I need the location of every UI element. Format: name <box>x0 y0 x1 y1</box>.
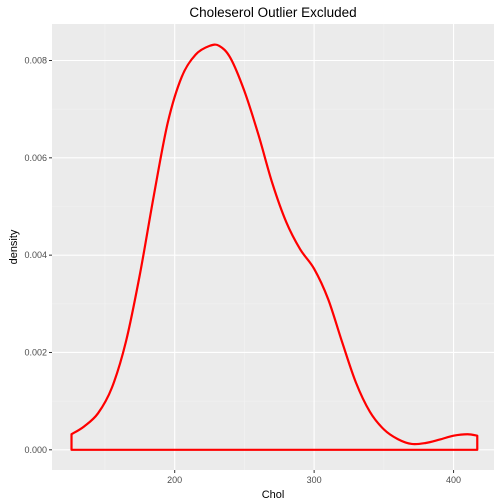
density-curve <box>70 43 479 451</box>
y-axis: 0.000 0.002 0.004 0.006 0.008 <box>24 55 52 455</box>
plot-panel <box>52 24 494 470</box>
y-tick-label: 0.004 <box>24 250 47 260</box>
y-tick-label: 0.000 <box>24 445 47 455</box>
x-tick-label: 400 <box>446 475 461 485</box>
y-tick-label: 0.006 <box>24 153 47 163</box>
x-axis: 200 300 400 <box>167 470 461 485</box>
y-tick-label: 0.008 <box>24 55 47 65</box>
x-tick-label: 200 <box>167 475 182 485</box>
chart-title: Choleserol Outlier Excluded <box>189 5 356 20</box>
x-tick-label: 300 <box>307 475 322 485</box>
x-axis-title: Chol <box>262 489 285 501</box>
grid-minor <box>52 24 494 470</box>
y-tick-label: 0.002 <box>24 347 47 357</box>
y-axis-title: density <box>8 229 20 264</box>
